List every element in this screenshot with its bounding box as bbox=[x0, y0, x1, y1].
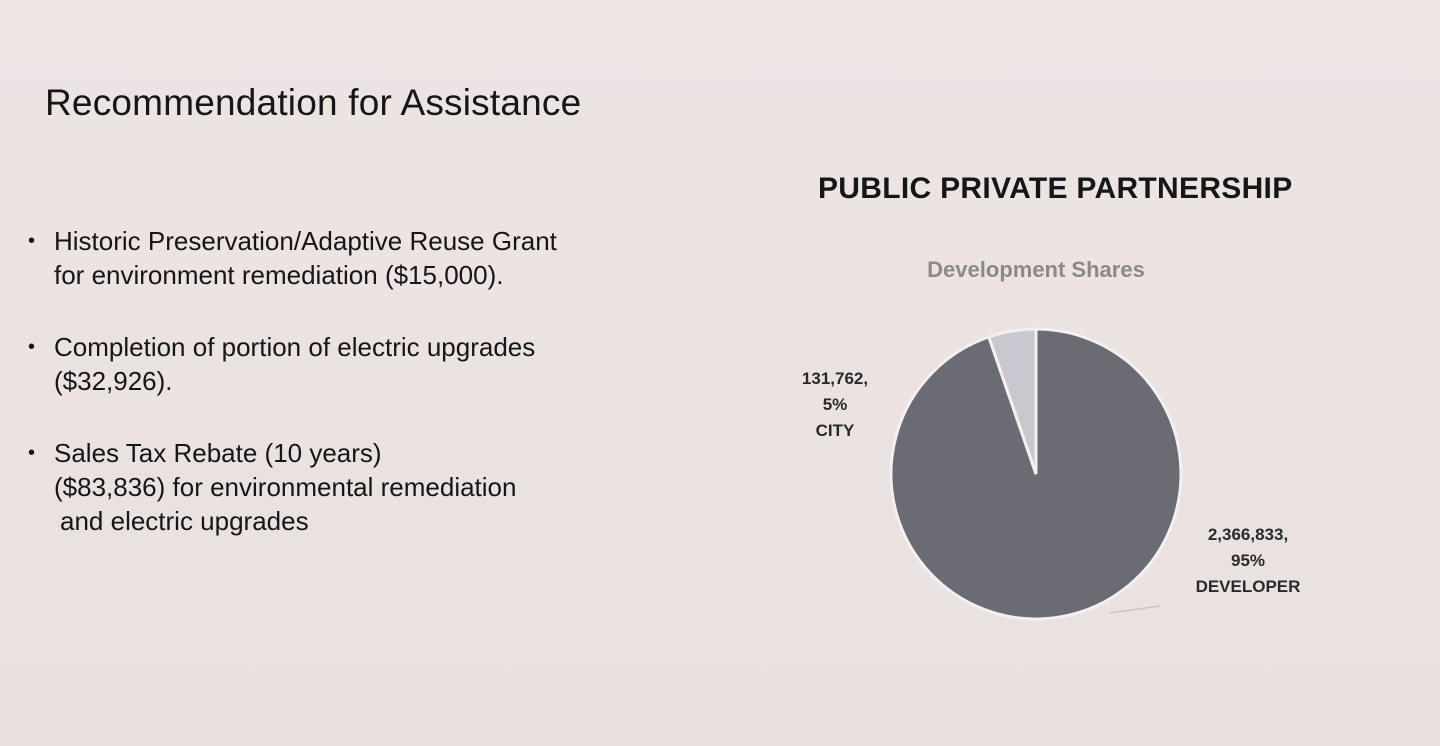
bullet-line: Historic Preservation/Adaptive Reuse Gra… bbox=[54, 226, 557, 256]
city-category-label: CITY bbox=[816, 421, 855, 440]
city-value-label: 131,762, bbox=[802, 369, 868, 388]
pie-chart: Development Shares 131,762, 5% CITY 2,36… bbox=[802, 257, 1301, 621]
leader-line bbox=[1109, 605, 1161, 614]
city-percent-label: 5% bbox=[823, 395, 848, 414]
chart-title: Development Shares bbox=[927, 257, 1145, 282]
chart-heading: PUBLIC PRIVATE PARTNERSHIP bbox=[818, 172, 1293, 205]
bullet-line: ($83,836) for environmental remediation bbox=[54, 472, 517, 502]
bullet-line: Completion of portion of electric upgrad… bbox=[54, 332, 536, 362]
bullet-dot-icon: • bbox=[28, 230, 36, 252]
bullet-list: • Historic Preservation/Adaptive Reuse G… bbox=[28, 224, 648, 576]
pie-slice-city bbox=[986, 327, 1038, 475]
developer-data-label: 2,366,833, 95% DEVELOPER bbox=[1196, 525, 1301, 596]
pie-slices bbox=[889, 327, 1183, 621]
bullet-item: • Sales Tax Rebate (10 years) ($83,836) … bbox=[28, 436, 648, 538]
bullet-item: • Completion of portion of electric upgr… bbox=[28, 330, 648, 398]
bullet-line: ($32,926). bbox=[54, 366, 173, 396]
bullet-line: and electric upgrades bbox=[60, 506, 309, 536]
bullet-dot-icon: • bbox=[28, 336, 36, 358]
bullet-line: Sales Tax Rebate (10 years) bbox=[54, 438, 382, 468]
developer-value-label: 2,366,833, bbox=[1208, 525, 1288, 544]
developer-percent-label: 95% bbox=[1231, 551, 1265, 570]
bullet-line: for environment remediation ($15,000). bbox=[54, 260, 504, 290]
bullet-item: • Historic Preservation/Adaptive Reuse G… bbox=[28, 224, 648, 292]
bullet-dot-icon: • bbox=[28, 442, 36, 464]
slide-title: Recommendation for Assistance bbox=[45, 82, 582, 123]
city-data-label: 131,762, 5% CITY bbox=[802, 369, 868, 440]
developer-category-label: DEVELOPER bbox=[1196, 577, 1301, 596]
